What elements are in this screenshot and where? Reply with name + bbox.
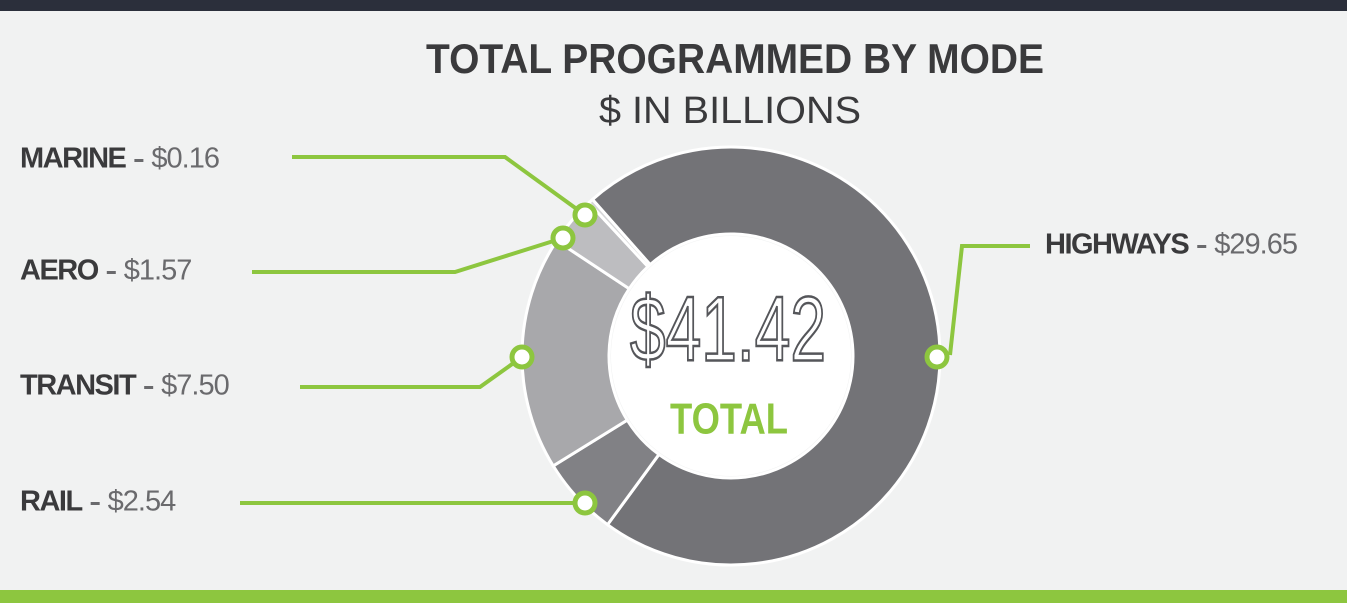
donut-hole bbox=[611, 236, 851, 476]
separator-dash bbox=[144, 386, 154, 389]
connector-line bbox=[300, 355, 524, 389]
connector-line bbox=[252, 236, 564, 274]
connector-dot bbox=[509, 344, 535, 370]
center-total: $41.42 bbox=[630, 278, 826, 380]
connector-line bbox=[948, 244, 1030, 356]
donut-segment bbox=[586, 197, 653, 269]
value-label: $2.54 bbox=[108, 486, 176, 518]
separator-dash bbox=[106, 271, 116, 274]
value-label: $29.65 bbox=[1214, 229, 1297, 261]
category-label: RAIL bbox=[20, 486, 82, 518]
value-label: $0.16 bbox=[151, 143, 219, 175]
value-label: $7.50 bbox=[161, 370, 229, 402]
separator-dash bbox=[1197, 245, 1207, 248]
chart-subtitle: $ IN BILLIONS bbox=[599, 90, 861, 132]
center-label: TOTAL bbox=[670, 395, 788, 444]
top-bar bbox=[0, 0, 1347, 11]
category-label: HIGHWAYS bbox=[1045, 229, 1189, 261]
separator-dash bbox=[134, 159, 144, 162]
connector-dot bbox=[550, 225, 576, 251]
connector-dot bbox=[924, 344, 950, 370]
chart-title: TOTAL PROGRAMMED BY MODE bbox=[426, 35, 1044, 82]
connector-line bbox=[292, 155, 587, 217]
category-label: AERO bbox=[20, 255, 99, 287]
donut-segment bbox=[590, 145, 942, 567]
bottom-bar bbox=[0, 590, 1347, 603]
category-label: TRANSIT bbox=[20, 370, 137, 402]
category-label: MARINE bbox=[20, 143, 127, 175]
connector-dot bbox=[572, 202, 598, 228]
connector-dot bbox=[572, 490, 598, 516]
separator-dash bbox=[90, 502, 100, 505]
value-label: $1.57 bbox=[124, 255, 192, 287]
